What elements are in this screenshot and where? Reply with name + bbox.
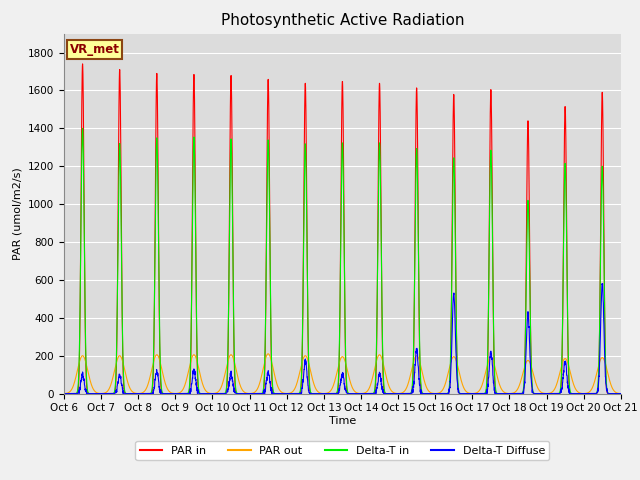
Delta-T in [617,391,625,396]
PAR in [157,381,164,387]
Line: PAR out: PAR out [64,354,621,394]
Delta-T Diffuse [119,391,127,396]
PAR in [546,391,554,396]
Legend: PAR in, PAR out, Delta-T in, Delta-T Diffuse: PAR in, PAR out, Delta-T in, Delta-T Dif… [136,441,549,460]
PAR out [606,380,614,385]
Delta-T in [606,391,614,396]
Delta-T in [546,391,554,396]
Delta-T Diffuse [606,391,614,396]
Delta-T Diffuse [598,281,606,287]
PAR out [298,360,306,366]
Delta-T in [274,391,282,396]
Line: Delta-T in: Delta-T in [64,128,621,394]
PAR in [124,391,132,396]
PAR out [60,391,68,396]
PAR out [274,384,282,389]
Delta-T Diffuse [546,391,554,396]
PAR in [274,391,282,396]
Delta-T Diffuse [157,387,164,393]
PAR out [124,379,131,384]
Delta-T Diffuse [274,391,282,396]
PAR out [264,351,272,357]
PAR in [617,391,625,396]
PAR in [60,391,68,396]
X-axis label: Time: Time [329,416,356,426]
PAR in [298,370,306,375]
PAR out [157,361,164,367]
Delta-T in [124,391,132,396]
PAR out [547,390,554,396]
Text: VR_met: VR_met [70,43,120,56]
Y-axis label: PAR (umol/m2/s): PAR (umol/m2/s) [12,167,22,260]
PAR in [606,391,614,396]
Delta-T in [298,361,306,367]
Delta-T in [157,375,164,381]
Line: PAR in: PAR in [64,64,621,394]
Delta-T in [60,391,68,396]
PAR out [543,391,550,396]
Delta-T Diffuse [617,391,625,396]
PAR out [617,391,625,396]
Delta-T in [79,125,86,131]
Delta-T Diffuse [124,391,132,396]
Line: Delta-T Diffuse: Delta-T Diffuse [64,284,621,394]
PAR in [79,61,86,67]
Delta-T Diffuse [298,386,306,392]
Delta-T Diffuse [60,391,68,396]
Title: Photosynthetic Active Radiation: Photosynthetic Active Radiation [221,13,464,28]
